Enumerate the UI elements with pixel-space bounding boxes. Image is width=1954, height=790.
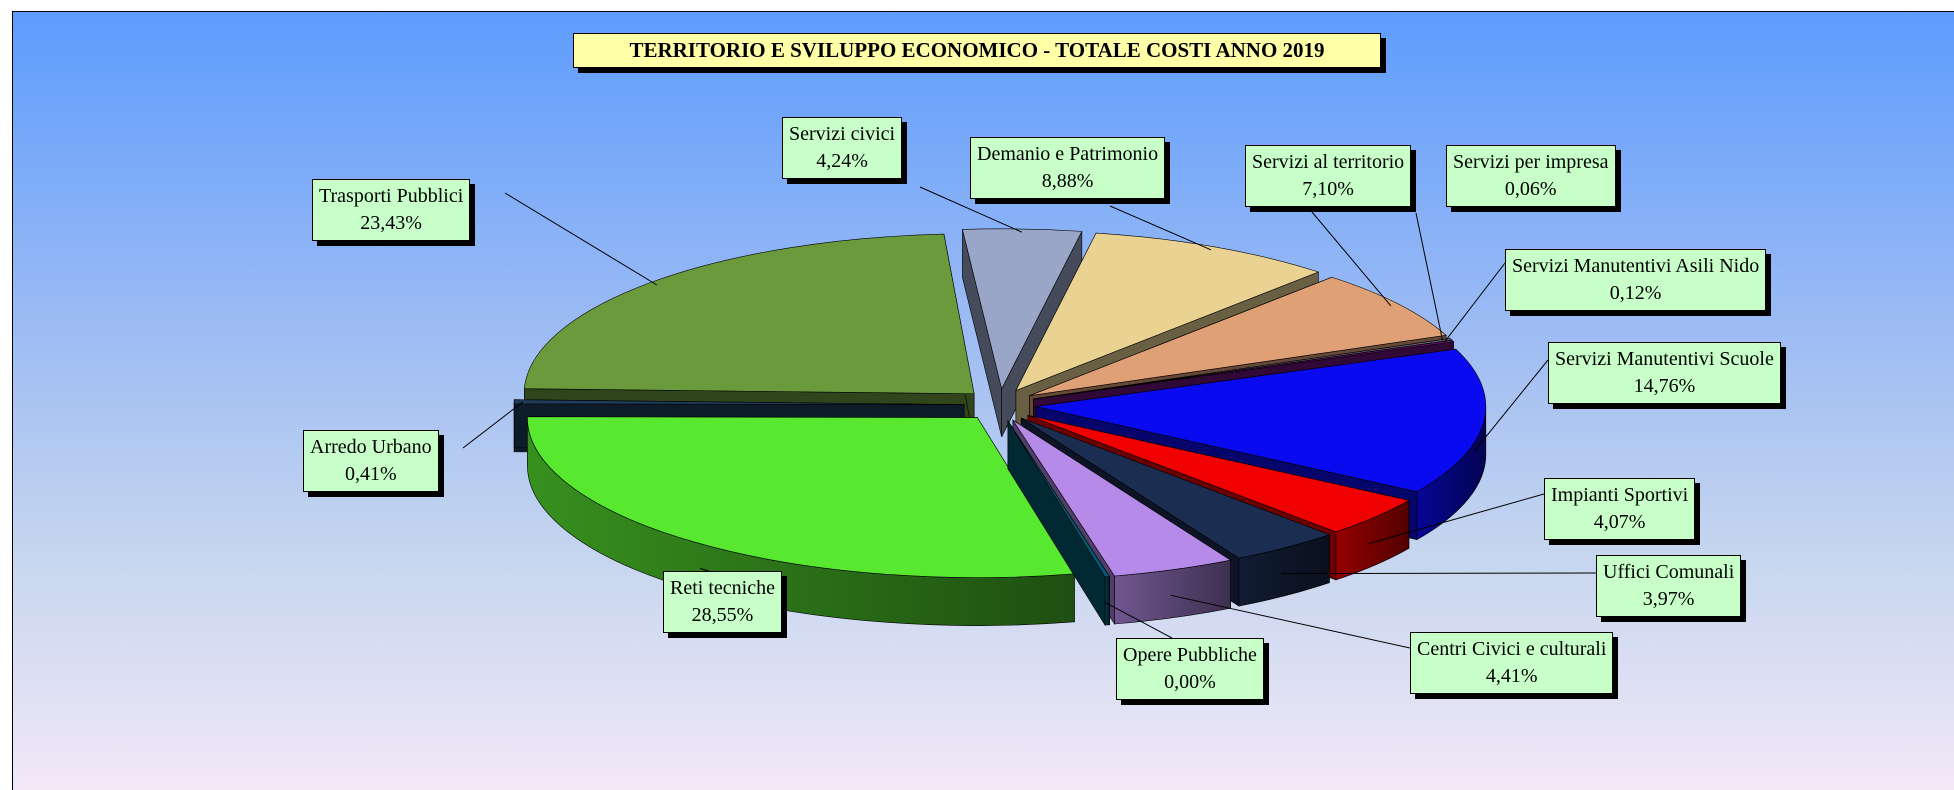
- slices-layer: [513, 228, 1487, 627]
- label-demanio-patrimonio: Demanio e Patrimonio 8,88%: [970, 137, 1166, 199]
- label-servizi-civici: Servizi civici 4,24%: [782, 117, 903, 179]
- label-impianti-sportivi: Impianti Sportivi 4,07%: [1544, 478, 1696, 540]
- label-arredo-urbano: Arredo Urbano 0,41%: [303, 430, 439, 492]
- slice-name: Centri Civici e culturali: [1417, 638, 1607, 660]
- leader-line: [1474, 359, 1549, 451]
- slice-value: 23,43%: [360, 212, 422, 234]
- slice-top: [1029, 276, 1447, 397]
- slice-top: [1027, 415, 1410, 533]
- leader-line: [1311, 211, 1392, 307]
- slice-name: Servizi Manutentivi Asili Nido: [1512, 255, 1760, 277]
- leader-line: [1105, 602, 1173, 639]
- label-centri-civici: Centri Civici e culturali 4,41%: [1410, 632, 1614, 694]
- leader-line: [1368, 493, 1545, 545]
- label-servizi-territorio: Servizi al territorio 7,10%: [1245, 145, 1412, 207]
- slice-top: [1033, 339, 1455, 400]
- slice-name: Arredo Urbano: [310, 436, 432, 458]
- slice-name: Servizi per impresa: [1453, 151, 1609, 173]
- label-reti-tecniche: Reti tecniche 28,55%: [663, 571, 782, 633]
- leader-line: [1415, 212, 1444, 341]
- slice-value: 14,76%: [1633, 375, 1696, 397]
- slice-top: [962, 228, 1083, 390]
- slice-value: 4,41%: [1485, 665, 1538, 687]
- slice-value: 4,07%: [1593, 511, 1646, 533]
- label-uffici-comunali: Uffici Comunali 3,97%: [1596, 555, 1742, 617]
- slice-top: [1035, 348, 1487, 492]
- leader-line: [1170, 594, 1411, 649]
- slice-value: 0,06%: [1504, 178, 1557, 200]
- chart-title: TERRITORIO E SVILUPPO ECONOMICO - TOTALE…: [573, 33, 1381, 68]
- label-manutentivi-scuole: Servizi Manutentivi Scuole 14,76%: [1548, 342, 1781, 404]
- slice-name: Servizi Manutentivi Scuole: [1555, 348, 1774, 370]
- leader-line: [919, 186, 1023, 233]
- pie-slice: [1007, 419, 1111, 627]
- slice-name: Reti tecniche: [670, 577, 775, 599]
- slice-top: [523, 233, 975, 395]
- label-asili-nido: Servizi Manutentivi Asili Nido 0,12%: [1505, 249, 1767, 311]
- leader-line: [1443, 262, 1506, 343]
- leader-line: [462, 401, 524, 449]
- label-servizi-impresa: Servizi per impresa 0,06%: [1446, 145, 1616, 207]
- label-trasporti-pubblici: Trasporti Pubblici 23,43%: [312, 179, 471, 241]
- leader-line: [1109, 205, 1212, 251]
- slice-name: Trasporti Pubblici: [319, 185, 464, 207]
- pie-slice: [527, 416, 1075, 626]
- slice-name: Servizi civici: [789, 123, 896, 145]
- leader-line: [504, 192, 658, 286]
- slice-rim-shade: [1335, 500, 1409, 580]
- slice-rim-shade: [1104, 576, 1110, 626]
- leader-line: [1280, 572, 1597, 575]
- slice-value: 7,10%: [1302, 178, 1354, 200]
- slice-value: 0,12%: [1609, 282, 1662, 304]
- slice-top: [527, 416, 1075, 578]
- slice-top: [1007, 420, 1111, 578]
- label-opere-pubbliche: Opere Pubbliche 0,00%: [1116, 638, 1264, 700]
- slice-name: Opere Pubbliche: [1123, 644, 1257, 666]
- slice-value: 0,00%: [1164, 671, 1216, 693]
- slice-name: Impianti Sportivi: [1551, 484, 1689, 506]
- slice-value: 28,55%: [691, 604, 754, 626]
- slice-top: [1012, 419, 1232, 577]
- leader-lines: [462, 186, 1597, 649]
- slice-top: [513, 399, 965, 405]
- slice-value: 4,24%: [816, 150, 868, 172]
- slice-rim-shade: [1238, 534, 1330, 607]
- slice-rim-shade: [1114, 560, 1231, 624]
- slice-value: 0,41%: [344, 463, 397, 485]
- slice-rim-shade: [1416, 406, 1486, 540]
- slice-name: Demanio e Patrimonio: [977, 143, 1159, 165]
- slice-value: 3,97%: [1642, 588, 1695, 610]
- slice-value: 8,88%: [1041, 170, 1094, 192]
- slice-top: [1021, 417, 1331, 559]
- slice-name: Servizi al territorio: [1252, 151, 1405, 173]
- slice-top: [1015, 232, 1320, 392]
- slice-name: Uffici Comunali: [1603, 561, 1735, 583]
